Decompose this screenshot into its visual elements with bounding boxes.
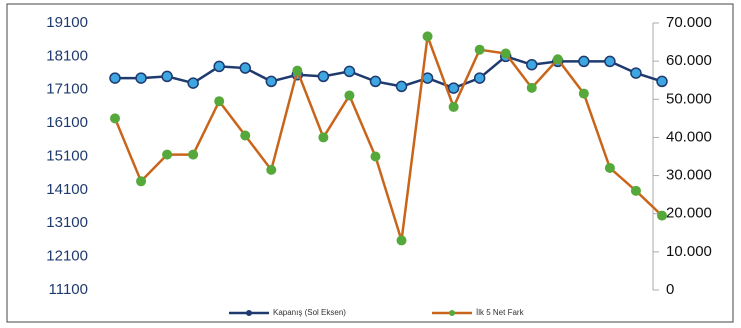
y-tick-label: 12100 <box>46 248 88 265</box>
point <box>135 72 147 84</box>
point <box>604 162 615 173</box>
point <box>240 130 251 141</box>
point <box>474 44 485 55</box>
point <box>578 88 589 99</box>
point <box>239 62 251 74</box>
series-line <box>113 35 663 241</box>
point <box>656 75 668 88</box>
y-tick-label: 14100 <box>46 181 88 198</box>
point <box>526 82 537 93</box>
point <box>109 72 121 84</box>
point <box>213 60 225 73</box>
point <box>604 55 616 68</box>
point <box>187 77 199 89</box>
y-tick-label: 11100 <box>49 281 89 298</box>
point <box>473 72 486 84</box>
legend-label: Kapanış (Sol Eksen) <box>273 308 346 317</box>
point <box>292 65 303 76</box>
frame <box>6 3 734 323</box>
point <box>630 67 642 79</box>
legend-marker <box>449 310 455 316</box>
y-tick-label: 16100 <box>46 114 88 131</box>
point <box>500 48 511 59</box>
point <box>422 31 433 42</box>
point <box>448 101 459 112</box>
point <box>396 235 407 246</box>
y2-tick-label: 40.000 <box>666 128 712 145</box>
point <box>552 54 563 65</box>
point <box>344 90 355 101</box>
y-tick-label: 15100 <box>46 147 88 164</box>
y-tick-label: 19100 <box>46 14 88 31</box>
y-tick-label: 17100 <box>46 81 88 98</box>
point <box>447 82 460 94</box>
legend-label: İlk 5 Net Fark <box>476 308 525 317</box>
point <box>421 72 434 84</box>
legend-marker <box>246 310 252 316</box>
y2-tick-label: 10.000 <box>666 243 712 260</box>
y-tick-label: 18100 <box>46 47 88 64</box>
y2-tick-label: 30.000 <box>666 167 712 184</box>
point <box>369 75 382 88</box>
point <box>395 80 408 93</box>
point <box>214 96 225 107</box>
point <box>526 58 538 71</box>
y2-tick-label: 0 <box>666 281 674 298</box>
point <box>343 65 356 78</box>
point <box>318 132 329 143</box>
point <box>188 149 199 160</box>
y2-tick-label: 20.000 <box>666 205 712 222</box>
point <box>266 164 277 175</box>
y-tick-label: 13100 <box>46 214 88 231</box>
point <box>265 75 278 88</box>
y2-tick-label: 50.000 <box>666 90 712 107</box>
y2-tick-label: 60.000 <box>666 52 712 69</box>
series-line <box>115 54 663 90</box>
point <box>317 70 330 83</box>
point <box>136 176 147 187</box>
point <box>578 55 590 68</box>
point <box>370 151 381 162</box>
point <box>162 149 173 160</box>
point <box>657 210 667 221</box>
point <box>161 70 173 83</box>
point <box>110 113 120 124</box>
point <box>630 185 641 196</box>
y2-tick-label: 70.000 <box>666 14 712 31</box>
